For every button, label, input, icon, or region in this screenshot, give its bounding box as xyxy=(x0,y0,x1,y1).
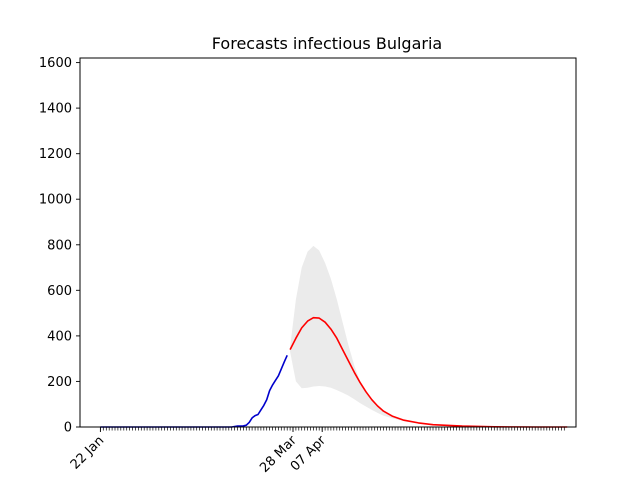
plot-frame xyxy=(79,57,577,428)
y-tick-label: 600 xyxy=(47,284,72,299)
chart-title: Forecasts infectious Bulgaria xyxy=(212,34,442,53)
y-tick-label: 1600 xyxy=(39,56,72,71)
y-tick-label: 1200 xyxy=(39,147,72,162)
y-tick-label: 800 xyxy=(47,238,72,253)
confidence-band-layer xyxy=(290,245,568,427)
series-layer xyxy=(100,316,568,428)
y-axis: 0 200 400 600 800 1000 1200 1400 1600 xyxy=(39,56,80,436)
y-tick-label: 1400 xyxy=(39,102,72,117)
observed-series-line xyxy=(100,354,288,428)
y-tick-label: 1000 xyxy=(39,193,72,208)
y-tick-label: 200 xyxy=(47,375,72,390)
y-tick-label: 400 xyxy=(47,329,72,344)
x-tick-label: 22 Jan xyxy=(68,433,107,472)
confidence-band xyxy=(290,245,568,427)
y-tick-label: 0 xyxy=(64,421,72,436)
forecast-series-line xyxy=(289,316,568,428)
